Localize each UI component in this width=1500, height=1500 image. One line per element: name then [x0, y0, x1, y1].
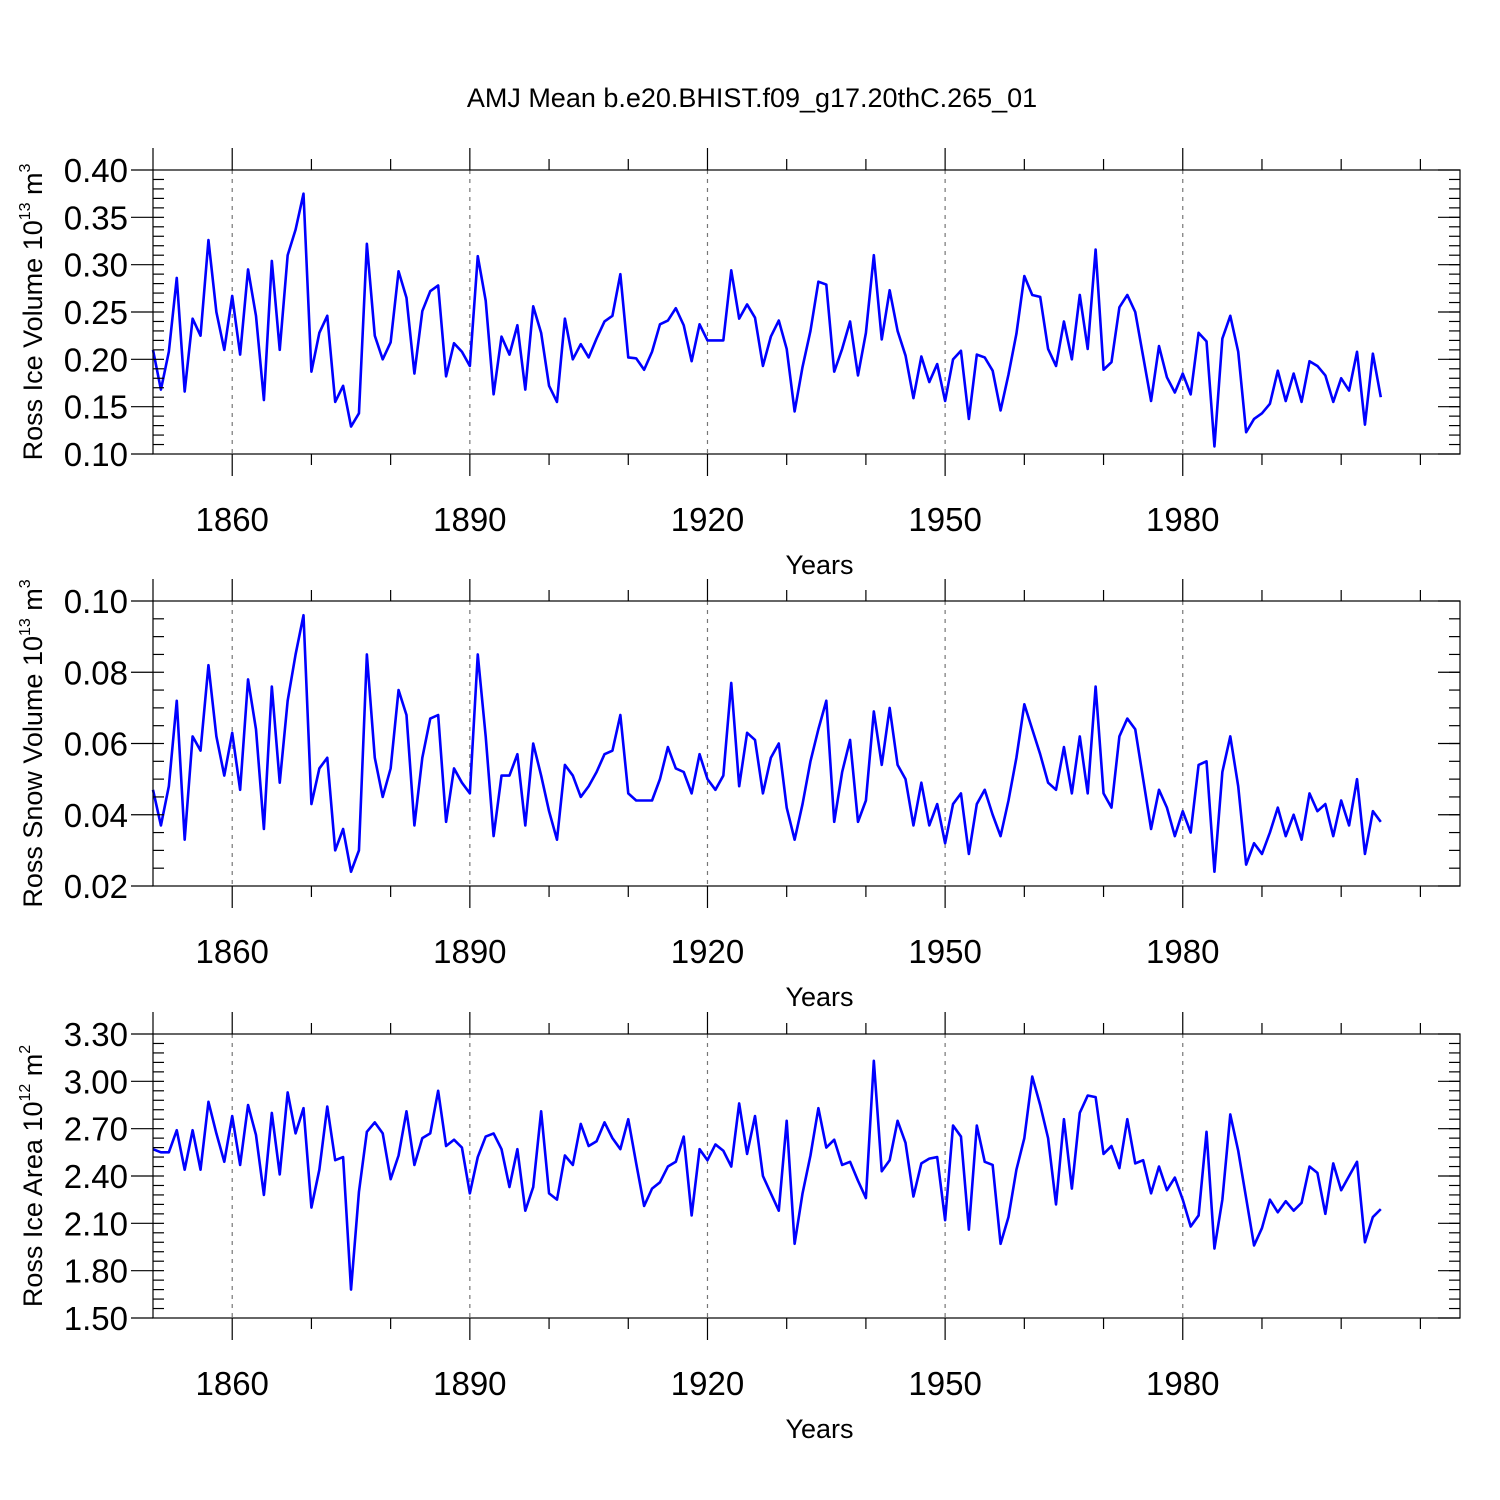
x-tick-label: 1920: [671, 501, 744, 538]
series-line-snow-volume: [151, 613, 1382, 874]
y-tick-label: 1.80: [64, 1253, 128, 1290]
y-tick-label: 0.20: [64, 341, 128, 378]
figure-title: AMJ Mean b.e20.BHIST.f09_g17.20thC.265_0…: [467, 83, 1037, 113]
y-tick-label: 0.10: [64, 436, 128, 473]
y-axis-label-main: Ross Ice Area 10: [18, 1102, 48, 1308]
x-axis-label: Years: [785, 1414, 853, 1444]
y-tick-label: 0.35: [64, 199, 128, 236]
x-tick-label: 1920: [671, 933, 744, 970]
y-tick-label: 0.10: [64, 583, 128, 620]
y-tick-label: 0.30: [64, 247, 128, 284]
panel-snow-volume: 1860 1890 1920 1950 1980 0.02 0.04 0.06 0.08 0.10…: [17, 579, 1461, 1012]
series-line-ice-volume: [151, 192, 1383, 448]
y-tick-label: 0.06: [64, 726, 128, 763]
x-tick-label: 1860: [196, 501, 269, 538]
y-axis-label-unit: m: [18, 1054, 48, 1084]
x-tick-label: 1890: [433, 933, 506, 970]
y-tick-label: 2.40: [64, 1158, 128, 1195]
y-axis-label-exponent: 13: [17, 618, 34, 636]
x-tick-label: 1980: [1146, 933, 1219, 970]
panel-ice-volume: 1860 1890 1920 1950 1980 0.10 0.15 0.20 0.25 0.30…: [17, 148, 1461, 580]
y-tick-label: 0.15: [64, 389, 128, 426]
x-tick-label: 1980: [1146, 1365, 1219, 1402]
y-tick-label: 1.50: [64, 1300, 128, 1337]
y-tick-label: 0.04: [64, 797, 128, 834]
y-tick-label: 0.02: [64, 868, 128, 905]
y-axis-label-exponent: 13: [17, 202, 34, 220]
y-tick-label: 2.70: [64, 1111, 128, 1148]
y-tick-label: 3.00: [64, 1063, 128, 1100]
y-axis-label-unit-exponent: 3: [17, 579, 34, 588]
y-axis-label-exponent: 12: [17, 1084, 34, 1102]
x-axis-label: Years: [785, 982, 853, 1012]
y-tick-label: 0.25: [64, 294, 128, 331]
y-tick-label: 3.30: [64, 1016, 128, 1053]
y-axis-label-unit: m: [18, 172, 48, 202]
x-tick-label: 1860: [196, 1365, 269, 1402]
y-tick-label: 0.08: [64, 654, 128, 691]
series-line-ice-area: [152, 1059, 1382, 1291]
x-tick-label: 1980: [1146, 501, 1219, 538]
y-axis-label-main: Ross Ice Volume 10: [18, 220, 48, 460]
x-tick-label: 1920: [671, 1365, 744, 1402]
x-tick-label: 1890: [433, 1365, 506, 1402]
y-tick-label: 0.40: [64, 152, 128, 189]
x-tick-label: 1860: [196, 933, 269, 970]
panel-ice-area: 1860 1890 1920 1950 1980 1.50 1.80 2.10 2.40 2.70…: [17, 1012, 1461, 1444]
y-axis-label-unit-exponent: 2: [17, 1045, 34, 1054]
y-axis-label-main: Ross Snow Volume 10: [18, 636, 48, 908]
x-tick-label: 1950: [908, 1365, 981, 1402]
plot-frame: [152, 600, 1461, 887]
y-axis-label: Ross Ice Area 1012 m2: [17, 1045, 48, 1307]
y-axis-label-unit-exponent: 3: [17, 163, 34, 172]
x-tick-label: 1950: [908, 933, 981, 970]
x-tick-label: 1950: [908, 501, 981, 538]
y-axis-label: Ross Ice Volume 1013 m3: [17, 163, 48, 460]
y-axis-label: Ross Snow Volume 1013 m3: [17, 579, 48, 907]
y-tick-label: 2.10: [64, 1205, 128, 1242]
x-axis-label: Years: [785, 550, 853, 580]
y-axis-label-unit: m: [18, 588, 48, 618]
x-tick-label: 1890: [433, 501, 506, 538]
